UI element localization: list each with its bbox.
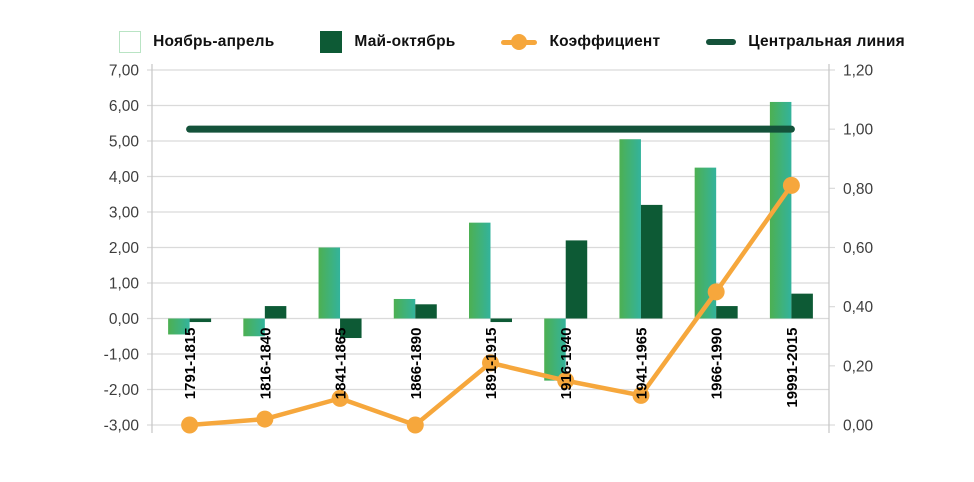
bar-may-october bbox=[640, 204, 663, 319]
left-axis-tick-label: -1,00 bbox=[104, 347, 140, 364]
bar-november-april bbox=[694, 167, 717, 319]
right-axis-tick-label: 0,60 bbox=[843, 240, 874, 257]
right-axis-tick-label: 1,00 bbox=[843, 122, 874, 139]
central-line-swatch-icon bbox=[706, 39, 737, 45]
coefficient-point bbox=[331, 389, 349, 407]
right-axis-tick-label: 0,00 bbox=[843, 418, 874, 435]
left-axis-tick-label: 1,00 bbox=[109, 276, 140, 293]
coefficient-point bbox=[782, 176, 800, 194]
left-axis-tick-label: -2,00 bbox=[104, 382, 140, 399]
category-label: 1866-1890 bbox=[408, 328, 425, 400]
coefficient-point bbox=[482, 354, 499, 372]
bar-november-april bbox=[469, 222, 491, 319]
left-axis-tick-label: 6,00 bbox=[109, 98, 140, 115]
right-axis-tick-label: 1,20 bbox=[843, 63, 874, 80]
legend-label: Коэффициент bbox=[549, 33, 661, 50]
left-axis-tick-label: -3,00 bbox=[104, 418, 140, 435]
bar-november-april bbox=[393, 298, 416, 319]
right-axis-tick-label: 0,20 bbox=[843, 358, 874, 375]
coefficient-marker-icon bbox=[501, 34, 538, 50]
bar-may-october bbox=[415, 304, 437, 319]
legend-label: Май-октябрь bbox=[354, 33, 456, 50]
category-label: 1841-1865 bbox=[333, 328, 350, 400]
category-label: 1966-1990 bbox=[709, 328, 726, 400]
category-label: 19991-2015 bbox=[784, 328, 801, 408]
right-axis-tick-label: 0,80 bbox=[843, 181, 874, 198]
bar-may-october bbox=[340, 318, 362, 339]
category-label: 1916-1940 bbox=[558, 328, 575, 400]
left-axis-tick-label: 7,00 bbox=[109, 63, 140, 80]
category-label: 1941-1965 bbox=[633, 328, 650, 400]
bar-november-april bbox=[318, 247, 341, 319]
bar-november-april bbox=[168, 318, 190, 335]
category-label: 1816-1840 bbox=[257, 328, 274, 400]
coefficient-point bbox=[632, 386, 650, 404]
bar-november-april bbox=[619, 139, 641, 319]
bar-may-october bbox=[189, 318, 212, 323]
bar-may-october bbox=[264, 306, 287, 319]
coefficient-point bbox=[256, 410, 274, 428]
left-axis-tick-label: 0,00 bbox=[109, 311, 140, 328]
legend-label: Центральная линия bbox=[748, 33, 905, 50]
left-axis-tick-label: 4,00 bbox=[109, 169, 140, 186]
bar-may-october bbox=[716, 306, 738, 319]
bar-november-april bbox=[769, 101, 792, 319]
coefficient-point bbox=[707, 283, 725, 301]
left-axis-tick-label: 5,00 bbox=[109, 134, 140, 151]
may-october-swatch-icon bbox=[320, 31, 343, 53]
left-axis-tick-label: 2,00 bbox=[109, 240, 140, 257]
bar-november-april bbox=[544, 318, 566, 381]
bar-may-october bbox=[490, 318, 512, 323]
legend-item-november-april: Ноябрь-апрель bbox=[119, 31, 274, 53]
chart-legend: Ноябрь-апрель Май-октябрь Коэффициент Це… bbox=[50, 24, 974, 60]
legend-item-coefficient: Коэффициент bbox=[501, 33, 660, 51]
coefficient-point bbox=[181, 416, 199, 434]
bar-series bbox=[168, 101, 813, 381]
legend-label: Ноябрь-апрель bbox=[153, 33, 275, 50]
bar-may-october bbox=[565, 240, 588, 319]
axis-labels: 7,00 6,00 5,00 4,00 3,00 2,00 1,00 0,00 -1,00 -2,… bbox=[104, 63, 874, 435]
right-axis-tick-label: 0,40 bbox=[843, 299, 874, 316]
bar-may-october bbox=[791, 293, 813, 319]
coefficient-point bbox=[406, 416, 424, 434]
legend-item-central-line: Центральная линия bbox=[706, 33, 905, 51]
category-label: 1791-1815 bbox=[182, 328, 199, 400]
bar-november-april bbox=[243, 318, 265, 337]
coefficient-line bbox=[181, 176, 800, 434]
category-label: 1891-1915 bbox=[483, 328, 500, 400]
left-axis-tick-label: 3,00 bbox=[109, 205, 140, 222]
legend-item-may-october: Май-октябрь bbox=[320, 31, 455, 53]
november-april-swatch-icon bbox=[119, 31, 142, 53]
coefficient-point bbox=[557, 372, 575, 390]
